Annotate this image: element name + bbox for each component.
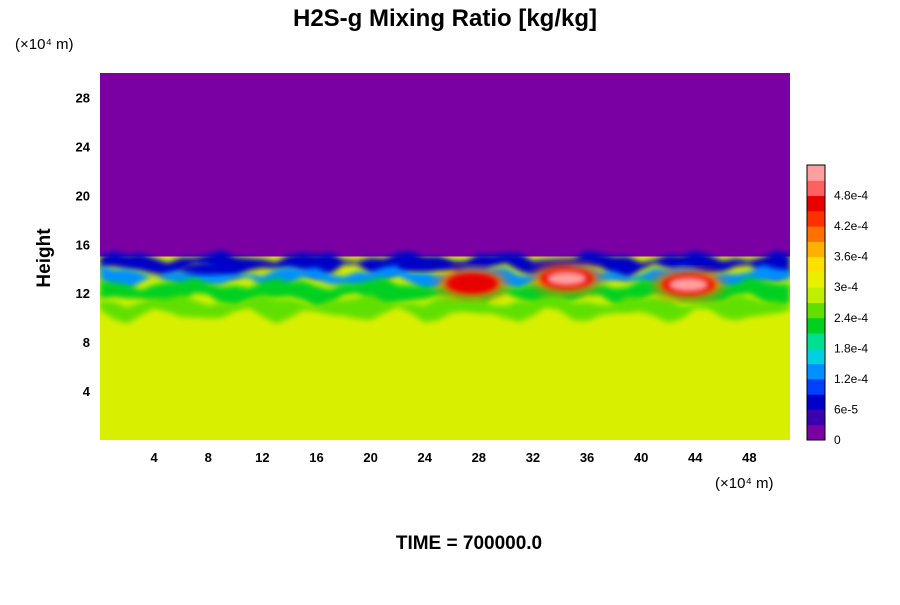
colorbar-label: 1.2e-4 (834, 372, 868, 386)
colorbar-label: 3e-4 (834, 280, 858, 294)
x-axis: 4 8 12 16 20 24 28 32 36 40 44 48 (151, 450, 757, 465)
colorbar-segment (807, 302, 825, 319)
colorbar-label: 1.8e-4 (834, 341, 868, 355)
colorbar-segment (807, 317, 825, 334)
x-tick-label: 40 (634, 450, 648, 465)
colorbar: 0 6e-5 1.2e-4 1.8e-4 2.4e-4 3e-4 3.6e-4 4.2e-4 4… (806, 164, 868, 447)
heatmap-field (100, 73, 790, 440)
colorbar-label: 4.2e-4 (834, 219, 868, 233)
colorbar-label: 0 (834, 433, 841, 447)
colorbar-segment (807, 378, 825, 395)
y-tick-label: 16 (76, 237, 90, 252)
x-tick-label: 20 (363, 450, 377, 465)
blob-core (668, 277, 709, 292)
colorbar-label: 3.6e-4 (834, 250, 868, 264)
colorbar-segment (807, 210, 825, 227)
colorbar-segment (807, 333, 825, 349)
colorbar-segment (807, 165, 825, 181)
y-tick-label: 12 (76, 286, 90, 301)
x-tick-label: 48 (742, 450, 756, 465)
x-tick-label: 12 (255, 450, 269, 465)
colorbar-segment (807, 241, 825, 258)
colorbar-segment (807, 363, 825, 380)
y-tick-label: 28 (76, 90, 90, 105)
upper-layer (100, 73, 790, 257)
colorbar-segment (807, 424, 825, 441)
x-tick-label: 4 (151, 450, 159, 465)
y-tick-label: 8 (83, 335, 90, 350)
colorbar-segment (807, 287, 825, 303)
boundary-band (100, 294, 790, 324)
blob-core (180, 262, 237, 275)
y-axis: 4 8 12 16 20 24 28 (76, 90, 91, 399)
time-label: TIME = 700000.0 (396, 533, 542, 554)
colorbar-label: 4.8e-4 (834, 189, 868, 203)
y-axis-unit: (×10⁴ m) (15, 36, 74, 53)
colorbar-segment (807, 409, 825, 426)
y-axis-label: Height (34, 228, 55, 288)
boundary-band (100, 277, 790, 309)
colorbar-label: 2.4e-4 (834, 311, 868, 325)
y-tick-label: 20 (76, 188, 90, 203)
x-axis-unit: (×10⁴ m) (715, 475, 774, 492)
colorbar-segment (807, 180, 825, 197)
x-tick-label: 24 (417, 450, 432, 465)
y-tick-label: 4 (83, 384, 91, 399)
x-tick-label: 28 (472, 450, 486, 465)
y-tick-label: 24 (76, 139, 91, 154)
x-tick-label: 32 (526, 450, 540, 465)
blob-core (452, 276, 493, 291)
colorbar-frame (806, 164, 826, 441)
colorbar-segment (807, 271, 825, 288)
x-tick-label: 16 (309, 450, 323, 465)
blob-core (546, 271, 587, 286)
blob-core (396, 259, 453, 272)
chart-title: H2S-g Mixing Ratio [kg/kg] (293, 5, 597, 32)
colorbar-segment (807, 256, 825, 273)
x-tick-label: 36 (580, 450, 594, 465)
colorbar-segment (807, 394, 825, 410)
colorbar-label: 6e-5 (834, 402, 858, 416)
high-value-blobs (180, 259, 723, 299)
colorbar-segment (807, 348, 825, 365)
x-tick-label: 44 (688, 450, 703, 465)
colorbar-segment (807, 195, 825, 212)
x-tick-label: 8 (205, 450, 212, 465)
colorbar-segment (807, 226, 825, 242)
